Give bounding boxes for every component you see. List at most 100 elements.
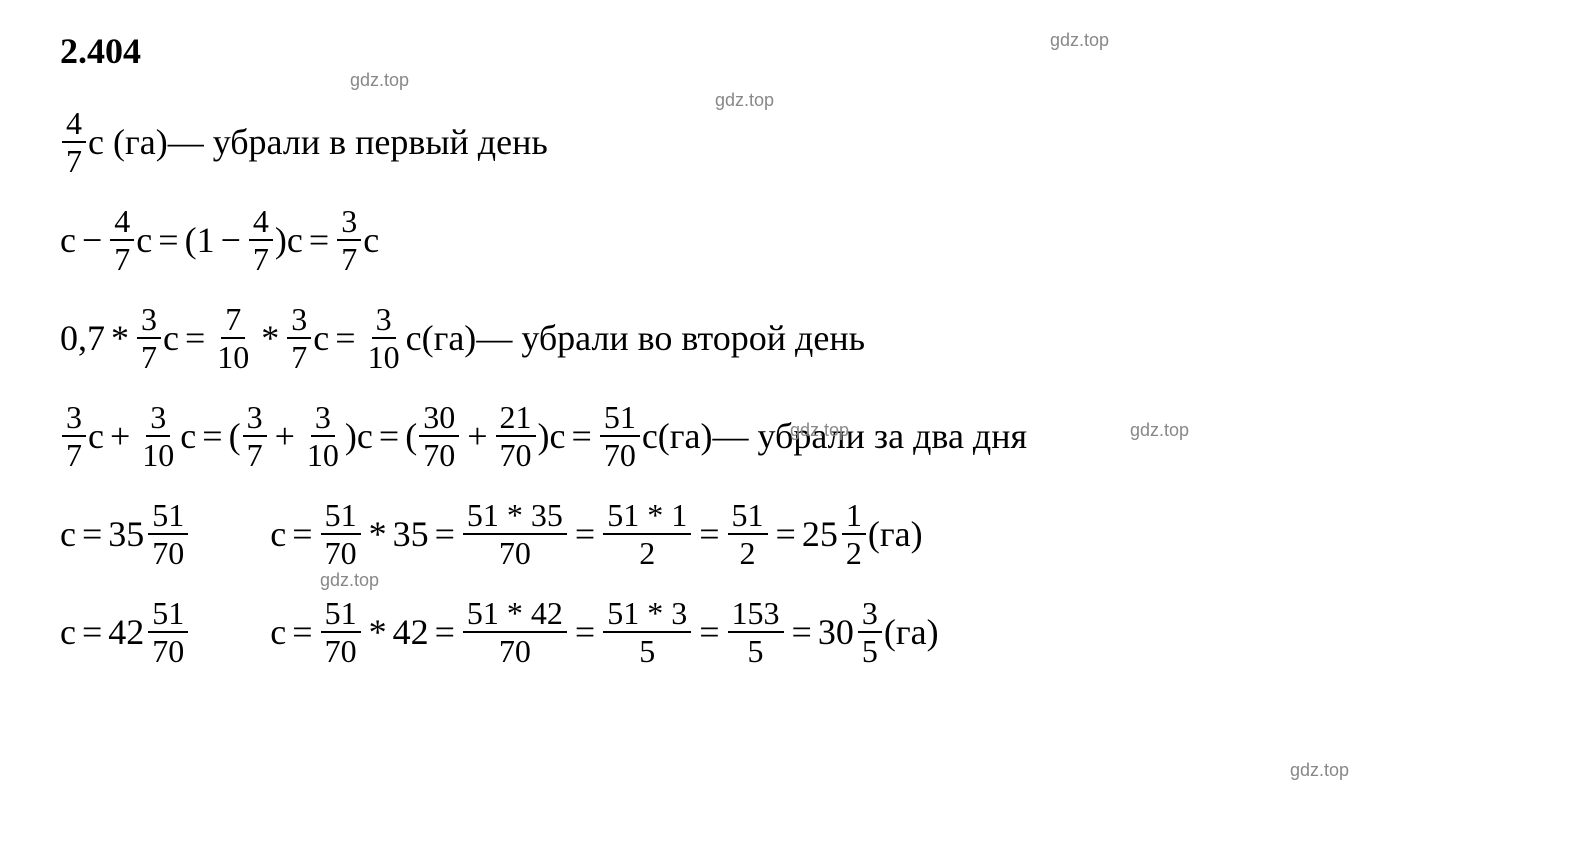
equals: = [699, 611, 719, 653]
unit: (га) [658, 415, 713, 457]
plus: + [467, 415, 487, 457]
numerator: 4 [62, 107, 86, 143]
fraction: 3 10 [303, 401, 343, 471]
numerator: 51 [321, 597, 361, 633]
rparen: ) [538, 415, 550, 457]
whole: 42 [108, 611, 144, 653]
numerator: 3 [62, 401, 86, 437]
denominator: 70 [495, 535, 535, 569]
fraction: 3 7 [287, 303, 311, 373]
fraction: 4 7 [110, 205, 134, 275]
denominator: 10 [303, 437, 343, 471]
multiply: * [111, 317, 129, 359]
variable: c [287, 219, 303, 261]
variable: c [180, 415, 196, 457]
variable: c [550, 415, 566, 457]
fraction: 51 70 [600, 401, 640, 471]
equals: = [435, 611, 455, 653]
numerator: 51 [148, 597, 188, 633]
number: 42 [393, 611, 429, 653]
numerator: 51 [728, 499, 768, 535]
equals: = [309, 219, 329, 261]
multiply: * [369, 513, 387, 555]
rparen: ) [345, 415, 357, 457]
minus: − [82, 219, 102, 261]
lparen: ( [185, 219, 197, 261]
fraction: 30 70 [419, 401, 459, 471]
number: 35 [393, 513, 429, 555]
mixed-number: 35 51 70 [108, 499, 190, 569]
variable: c [88, 121, 104, 163]
numerator: 3 [858, 597, 882, 633]
unit: (га) [113, 121, 168, 163]
left-part: c = 35 51 70 [60, 499, 190, 569]
fraction: 4 7 [62, 107, 86, 177]
fraction: 51 * 1 2 [603, 499, 691, 569]
numerator: 51 * 35 [463, 499, 567, 535]
mixed-number: 30 3 5 [818, 597, 884, 667]
denominator: 5 [744, 633, 768, 667]
denominator: 5 [858, 633, 882, 667]
equals: = [776, 513, 796, 555]
variable: c [642, 415, 658, 457]
equals: = [699, 513, 719, 555]
unit: (га) [868, 513, 923, 555]
equals: = [335, 317, 355, 359]
lparen: ( [405, 415, 417, 457]
fraction: 7 10 [213, 303, 253, 373]
variable: c [357, 415, 373, 457]
rparen: ) [275, 219, 287, 261]
fraction: 3 7 [62, 401, 86, 471]
denominator: 2 [736, 535, 760, 569]
fraction: 21 70 [496, 401, 536, 471]
variable: c [88, 415, 104, 457]
multiply: * [261, 317, 279, 359]
denominator: 70 [495, 633, 535, 667]
denominator: 2 [635, 535, 659, 569]
unit: (га) [422, 317, 477, 359]
numerator: 3 [287, 303, 311, 339]
numerator: 21 [496, 401, 536, 437]
numerator: 51 [321, 499, 361, 535]
fraction: 51 * 3 5 [603, 597, 691, 667]
numerator: 3 [311, 401, 335, 437]
variable: c [270, 611, 286, 653]
coefficient: 0,7 [60, 317, 105, 359]
denominator: 70 [419, 437, 459, 471]
equals: = [792, 611, 812, 653]
fraction: 51 70 [148, 499, 188, 569]
whole: 30 [818, 611, 854, 653]
fraction: 51 70 [148, 597, 188, 667]
equation-line-6: c = 42 51 70 c = 51 70 * 42 = 51 * 42 70… [60, 597, 1532, 667]
unit: (га) [884, 611, 939, 653]
denominator: 7 [337, 241, 361, 275]
variable: c [270, 513, 286, 555]
mixed-number: 42 51 70 [108, 597, 190, 667]
description: — убрали в первый день [168, 121, 548, 163]
equation-line-1: 4 7 c (га) — убрали в первый день [60, 107, 1532, 177]
plus: + [275, 415, 295, 457]
denominator: 70 [148, 633, 188, 667]
denominator: 7 [137, 339, 161, 373]
fraction: 3 7 [137, 303, 161, 373]
numerator: 3 [243, 401, 267, 437]
whole: 35 [108, 513, 144, 555]
numerator: 30 [419, 401, 459, 437]
fraction: 3 5 [858, 597, 882, 667]
fraction: 51 * 42 70 [463, 597, 567, 667]
watermark: gdz.top [715, 90, 774, 111]
equals: = [292, 611, 312, 653]
equation-line-3: 0,7 * 3 7 c = 7 10 * 3 7 c = 3 10 c (га)… [60, 303, 1532, 373]
equals: = [82, 513, 102, 555]
denominator: 70 [600, 437, 640, 471]
fraction: 3 10 [138, 401, 178, 471]
equals: = [82, 611, 102, 653]
denominator: 5 [635, 633, 659, 667]
fraction: 3 7 [243, 401, 267, 471]
denominator: 7 [243, 437, 267, 471]
description: — убрали за два дня [713, 415, 1028, 457]
equals: = [292, 513, 312, 555]
denominator: 10 [213, 339, 253, 373]
equals: = [202, 415, 222, 457]
equation-line-2: c − 4 7 c = ( 1 − 4 7 ) c = 3 7 c [60, 205, 1532, 275]
